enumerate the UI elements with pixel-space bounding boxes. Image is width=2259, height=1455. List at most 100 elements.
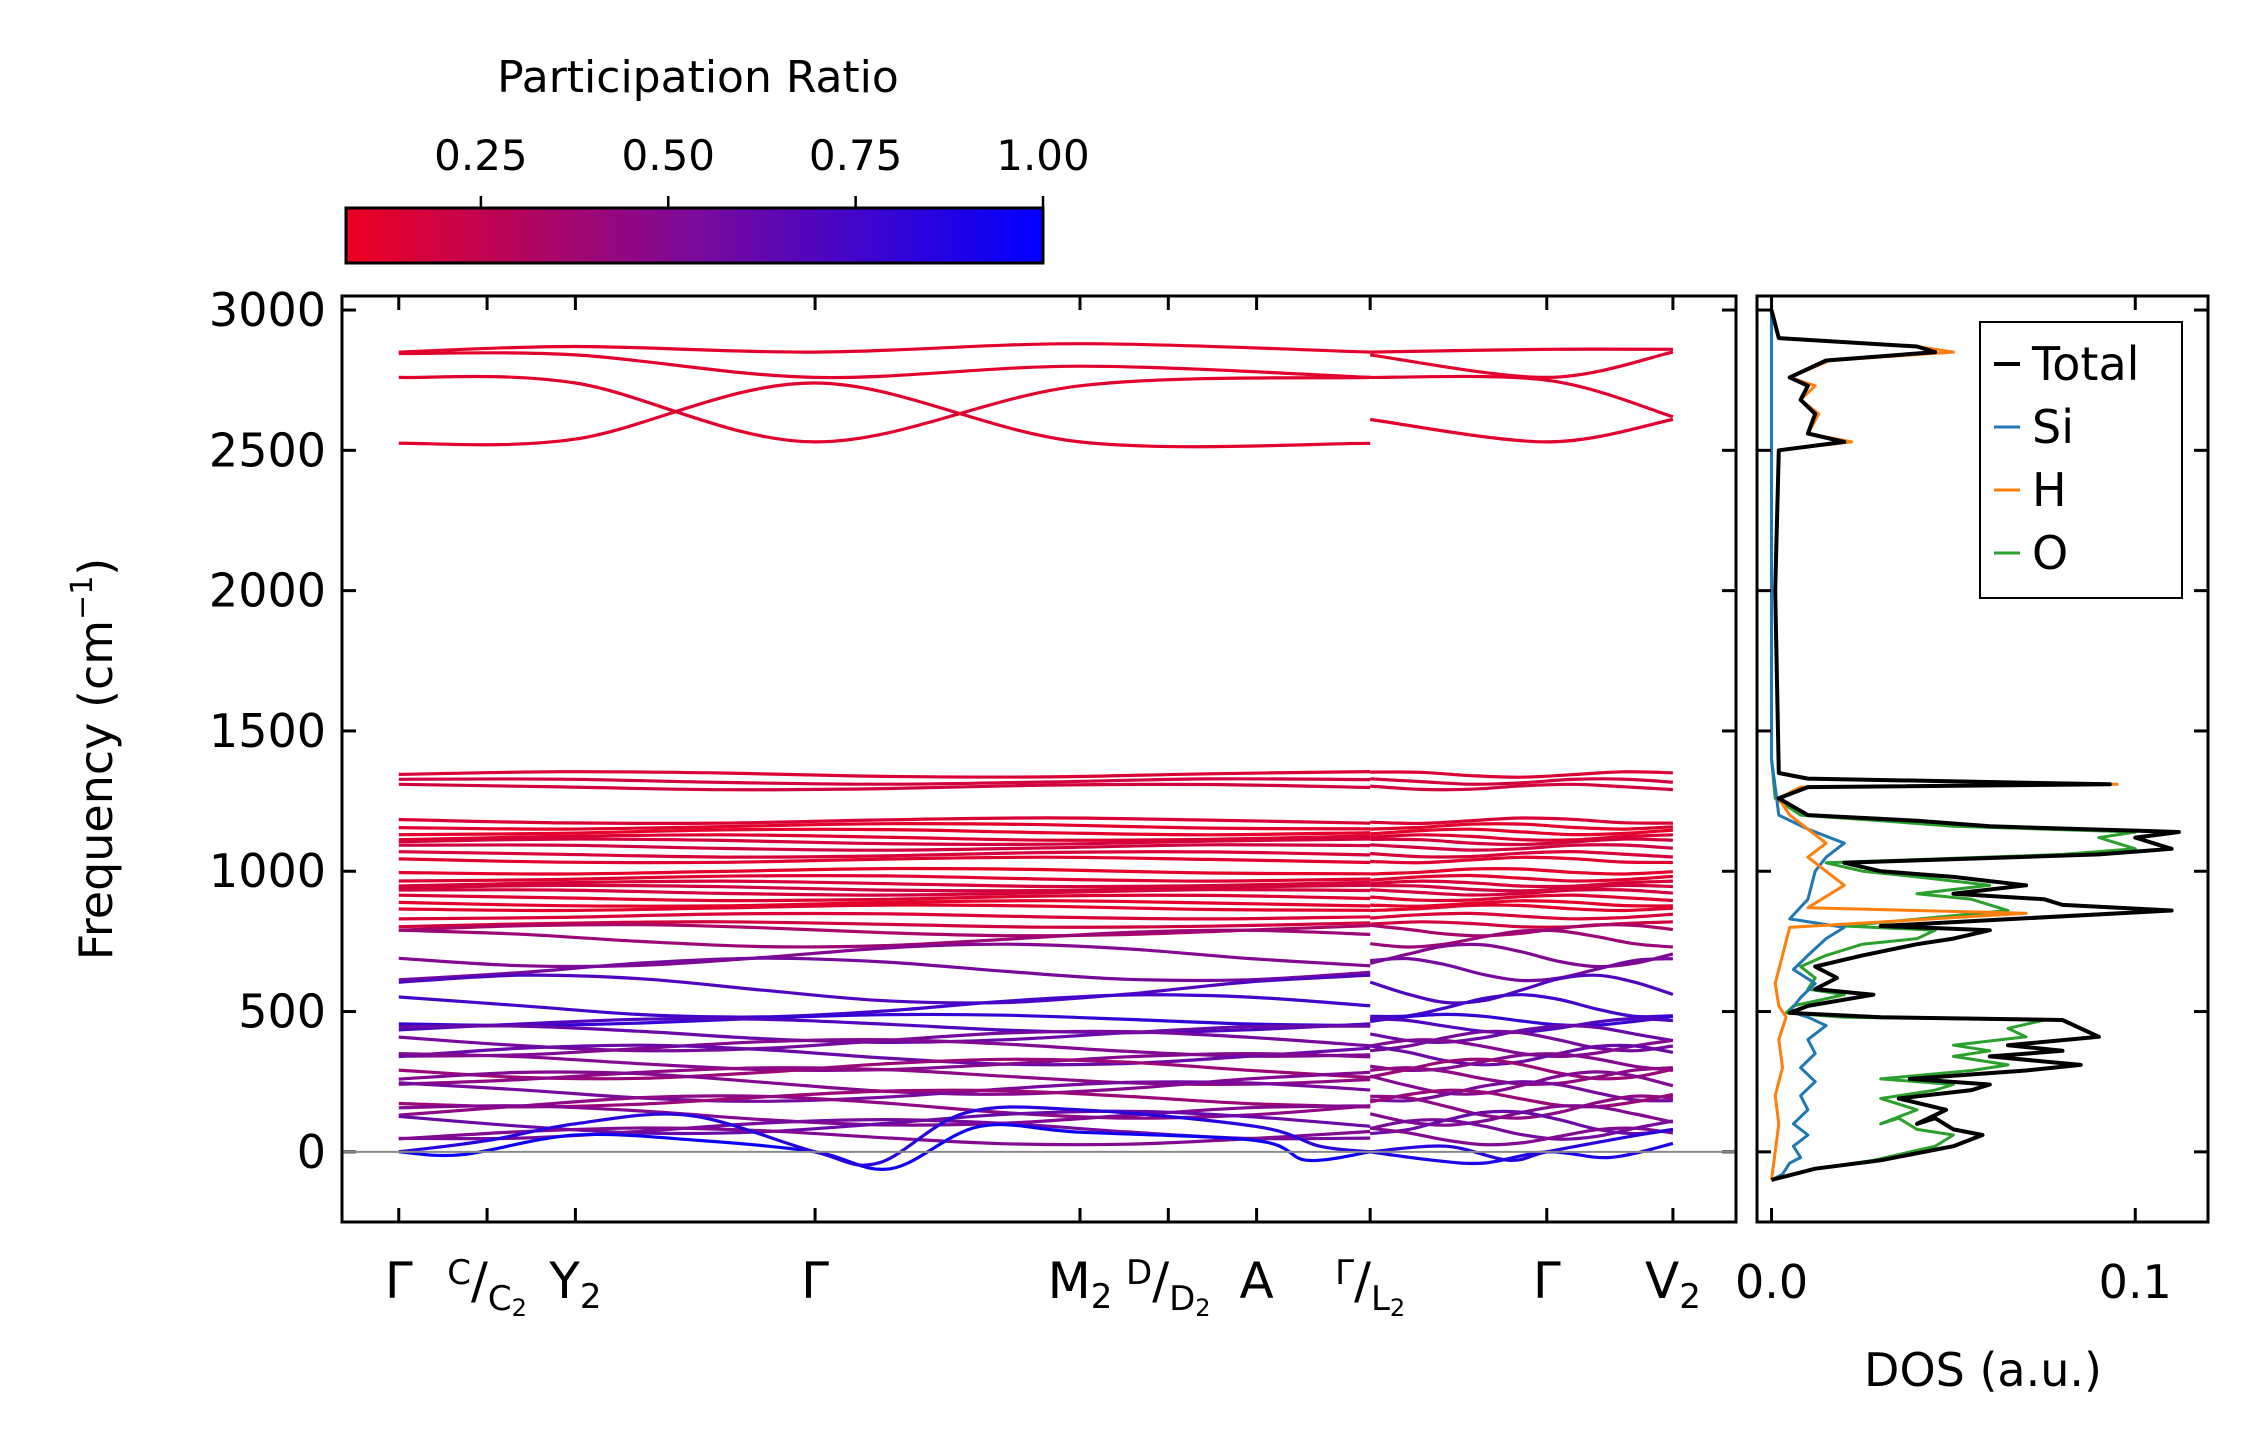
low-frequency-band <box>398 1012 1371 1028</box>
mid-frequency-band <box>398 837 1371 847</box>
mid-frequency-band <box>1370 873 1674 883</box>
high-frequency-band <box>1370 347 1673 354</box>
legend-label: Total <box>2031 337 2139 391</box>
low-frequency-band <box>398 993 1371 1019</box>
y-tick-label: 3000 <box>209 283 326 337</box>
y-tick-label: 2000 <box>209 564 326 618</box>
dos-legend: Total Si HO <box>1979 321 2183 599</box>
legend-label: O <box>2032 526 2068 580</box>
mid-frequency-band <box>398 874 1371 883</box>
y-tick-label: 1500 <box>209 704 326 758</box>
low-frequency-band <box>398 1126 1371 1147</box>
low-frequency-band <box>1370 1109 1674 1136</box>
mid-frequency-band <box>1370 827 1673 837</box>
mid-frequency-band <box>398 782 1371 792</box>
low-frequency-band <box>1369 1088 1674 1109</box>
low-frequency-band <box>1369 1118 1674 1141</box>
k-point-label: C/C2 <box>447 1252 527 1322</box>
mid-frequency-band <box>398 843 1371 852</box>
low-frequency-band <box>1369 1043 1674 1067</box>
mid-frequency-band <box>1370 782 1673 792</box>
low-frequency-band <box>1370 923 1674 938</box>
band-frame <box>340 294 1738 1224</box>
dos-series-total <box>1769 309 2181 1182</box>
dos-x-tick-label: 0.0 <box>1735 1255 1808 1309</box>
legend-label: Si <box>2032 400 2074 454</box>
low-frequency-band <box>1370 993 1673 1019</box>
mid-frequency-band <box>1370 822 1673 831</box>
acoustic-band <box>1369 1141 1674 1166</box>
mid-frequency-band <box>1370 816 1673 826</box>
high-frequency-band <box>1369 350 1674 380</box>
band-lines <box>398 342 1674 1171</box>
band-axes: 0 500 1000 1500 2000 2500 3000 Γ C/C2 Y2 Γ M2D/D2 A Γ… <box>209 283 1736 1322</box>
low-frequency-band <box>1369 1029 1674 1053</box>
mid-frequency-band <box>1370 777 1673 786</box>
colorbar-ticks: 0.25 0.50 0.75 1.00 <box>434 131 1090 261</box>
mid-frequency-band <box>1370 911 1674 921</box>
mid-frequency-band <box>398 850 1371 859</box>
mid-frequency-band <box>398 822 1371 831</box>
mid-frequency-band <box>1370 903 1673 913</box>
mid-frequency-band <box>398 827 1371 837</box>
mid-frequency-band <box>398 879 1371 889</box>
k-point-label: Γ <box>385 1252 413 1310</box>
k-point-label: Y2 <box>548 1252 601 1317</box>
colorbar-tick-label: 0.75 <box>809 131 903 180</box>
mid-frequency-band <box>1370 883 1673 893</box>
low-frequency-band <box>1370 1094 1673 1120</box>
low-frequency-band <box>398 1017 1371 1035</box>
mid-frequency-band <box>1370 893 1673 903</box>
dos-panel: 0.0 0.1 DOS (a.u.) Total Si HO <box>1735 294 2210 1397</box>
dos-x-tick-label: 0.1 <box>2099 1255 2172 1309</box>
colorbar-tick-label: 0.25 <box>434 131 528 180</box>
mid-frequency-band <box>398 888 1371 897</box>
k-point-label: A <box>1240 1252 1274 1310</box>
low-frequency-band <box>1370 1052 1674 1073</box>
mid-frequency-band <box>398 866 1371 876</box>
low-frequency-band <box>398 1024 1371 1045</box>
mid-frequency-band <box>398 770 1371 779</box>
low-frequency-band <box>398 1066 1371 1087</box>
low-frequency-band <box>398 973 1371 1005</box>
low-frequency-band <box>398 956 1371 983</box>
mid-frequency-band <box>1370 867 1673 876</box>
high-frequency-band <box>398 351 1371 380</box>
low-frequency-band <box>1369 942 1674 969</box>
high-frequency-band <box>398 342 1371 354</box>
colorbar-tick-label: 0.50 <box>622 131 716 180</box>
colorbar-title: Participation Ratio <box>497 52 899 103</box>
mid-frequency-band <box>398 893 1371 903</box>
mid-frequency-band <box>398 833 1371 842</box>
dos-series-si <box>1770 310 1846 1182</box>
low-frequency-band <box>1370 956 1673 983</box>
mid-frequency-band <box>398 883 1371 893</box>
k-point-label: V2 <box>1645 1252 1701 1317</box>
low-frequency-band <box>398 928 1371 949</box>
mid-frequency-band <box>398 816 1371 825</box>
mid-frequency-band <box>1370 879 1673 889</box>
mid-frequency-band <box>1370 833 1673 842</box>
low-frequency-band <box>1369 1024 1674 1044</box>
colorbar: Participation Ratio 0.25 0.50 0.75 1.00 <box>344 52 1090 265</box>
high-frequency-band <box>398 381 1371 449</box>
y-axis-label: Frequency (cm−1) <box>65 558 123 961</box>
low-frequency-band <box>398 1080 1371 1103</box>
acoustic-band <box>398 1105 1371 1167</box>
low-frequency-band <box>398 942 1371 969</box>
k-point-label: Γ/L2 <box>1335 1252 1405 1322</box>
k-point-label: Γ <box>1533 1252 1561 1310</box>
dos-x-axis-label: DOS (a.u.) <box>1864 1343 2102 1397</box>
y-tick-label: 0 <box>297 1125 326 1179</box>
colorbar-gradient <box>344 206 1045 265</box>
legend-label: H <box>2032 463 2067 517</box>
mid-frequency-band <box>1370 888 1673 897</box>
low-frequency-band <box>1369 1126 1674 1147</box>
mid-frequency-band <box>1370 837 1673 847</box>
mid-frequency-band <box>398 911 1371 921</box>
colorbar-tick-label: 1.00 <box>996 131 1090 180</box>
mid-frequency-band <box>1370 849 1673 859</box>
low-frequency-band <box>398 1094 1371 1120</box>
mid-frequency-band <box>1370 770 1673 779</box>
high-frequency-band <box>398 374 1371 444</box>
